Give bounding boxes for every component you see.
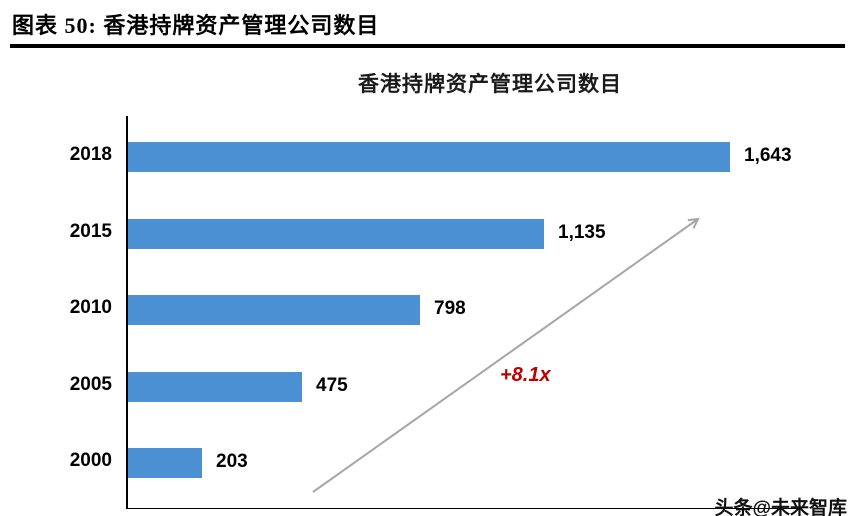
watermark: 头条@未来智库: [714, 498, 847, 516]
category-label: 2010: [69, 297, 112, 318]
value-label: 203: [216, 451, 248, 472]
header-rule: [10, 44, 845, 48]
bar: [128, 448, 202, 478]
bar: [128, 142, 730, 172]
category-label: 2018: [69, 144, 112, 165]
figure-header-title: 图表 50: 香港持牌资产管理公司数目: [12, 13, 380, 38]
chart-title: 香港持牌资产管理公司数目: [358, 73, 622, 96]
value-label: 798: [434, 298, 466, 319]
growth-annotation: +8.1x: [500, 364, 551, 386]
y-axis-line: [126, 116, 128, 509]
bar: [128, 218, 544, 249]
x-axis-line: [126, 508, 798, 509]
value-label: 475: [316, 374, 348, 396]
category-label: 2000: [69, 450, 112, 471]
category-label: 2005: [69, 373, 112, 395]
bar: [128, 295, 420, 325]
value-label: 1,643: [744, 145, 792, 166]
value-label: 1,135: [558, 221, 606, 243]
category-label: 2015: [69, 220, 112, 242]
bar: [128, 371, 302, 402]
